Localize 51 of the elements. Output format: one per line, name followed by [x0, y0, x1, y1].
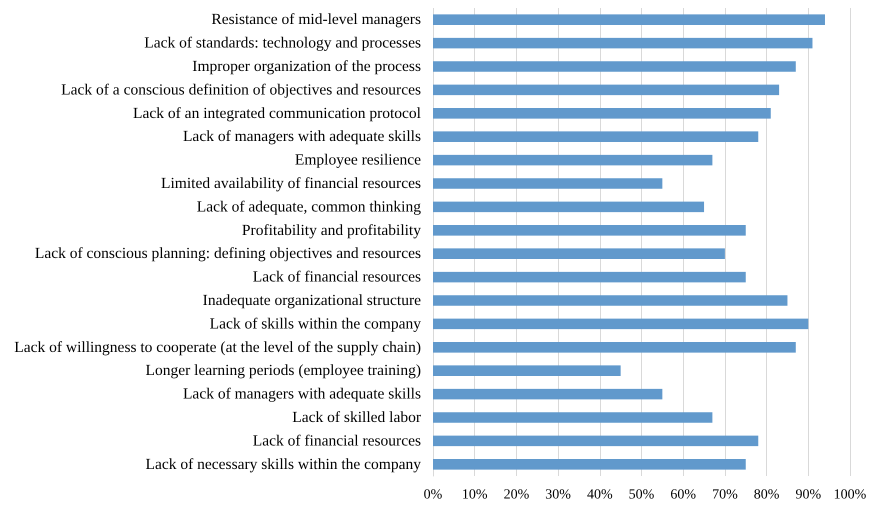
y-tick-label: Lack of managers with adequate skills	[182, 386, 421, 403]
y-tick-label: Employee resilience	[294, 152, 422, 169]
x-tick-label: 60%	[670, 488, 696, 502]
y-tick-label: Lack of skilled labor	[292, 409, 422, 426]
y-tick-label: Longer learning periods (employee training)	[146, 362, 421, 380]
x-tick-label: 50%	[628, 488, 655, 502]
bar	[433, 459, 746, 470]
y-tick-label: Inadequate organizational structure	[202, 292, 422, 309]
x-tick-label: 80%	[754, 488, 780, 502]
bar	[433, 14, 825, 25]
y-tick-label: Lack of an integrated communication protocol	[133, 104, 421, 122]
bar	[433, 295, 788, 306]
bar	[433, 272, 746, 282]
x-tick-label: 100%	[834, 488, 867, 502]
bar	[433, 388, 662, 400]
x-tick-label: 40%	[586, 488, 613, 502]
y-tick-label: Lack of financial resources	[252, 268, 421, 286]
x-tick-label: 90%	[795, 488, 822, 502]
bar	[433, 436, 758, 446]
y-tick-label: Lack of willingness to cooperate (at the level of the supply chain)	[14, 338, 421, 356]
y-tick-label: Limited availability of financial resources	[161, 175, 421, 192]
bar	[433, 365, 621, 376]
x-tick-label: 20%	[504, 488, 530, 502]
bar	[433, 154, 712, 166]
y-tick-label: Lack of standards: technology and processes	[144, 34, 421, 52]
bar	[433, 412, 712, 423]
y-tick-label: Lack of conscious planning: defining objectives and resources	[34, 245, 421, 262]
y-tick-label: Lack of adequate, common thinking	[196, 198, 422, 216]
x-tick-label: 30%	[545, 488, 572, 502]
y-tick-label: Profitability and profitability	[242, 222, 422, 239]
x-tick-label: 10%	[462, 488, 488, 502]
y-tick-label: Resistance of mid-level managers	[211, 11, 421, 28]
y-tick-label: Improper organization of the process	[192, 58, 421, 75]
bar	[433, 225, 746, 236]
y-tick-label: Lack of necessary skills within the company	[146, 456, 422, 473]
bar	[433, 108, 771, 119]
bar	[433, 84, 780, 96]
bar	[433, 202, 704, 212]
y-tick-label: Lack of managers with adequate skills	[182, 128, 421, 146]
bar	[433, 38, 812, 48]
bar	[433, 61, 796, 72]
bar	[433, 248, 725, 259]
y-tick-label: Lack of a conscious definition of objectives and resources	[61, 81, 421, 98]
x-tick-label: 0%	[424, 488, 443, 502]
bar	[433, 318, 808, 330]
bar	[433, 342, 796, 353]
x-tick-label: 70%	[712, 488, 738, 502]
y-tick-label: Lack of financial resources	[252, 432, 421, 450]
y-tick-label: Lack of skills within the company	[210, 315, 422, 332]
bar	[433, 131, 758, 142]
bar	[433, 178, 662, 189]
